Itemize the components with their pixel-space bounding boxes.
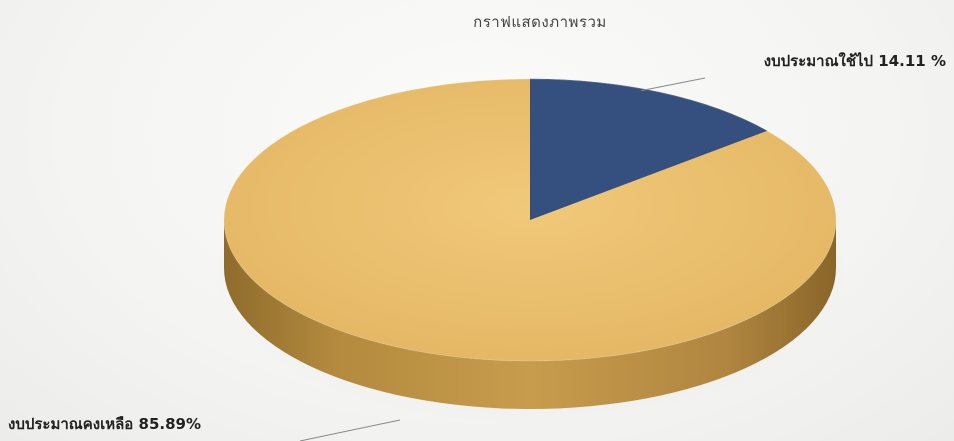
leader-line-1 <box>641 77 706 92</box>
pie-side-wall <box>224 220 836 409</box>
leader-line-2 <box>299 419 401 441</box>
pie-slice-2 <box>223 79 836 361</box>
slice-label-2: งบประมาณคงเหลือ 85.89% <box>8 415 201 433</box>
chart-title: กราฟแสดงภาพรวม <box>473 13 607 31</box>
pie-rim <box>223 78 837 362</box>
slice-label-1: งบประมาณใช้ไป 14.11 % <box>764 51 946 70</box>
pie-slice-1 <box>529 78 768 221</box>
